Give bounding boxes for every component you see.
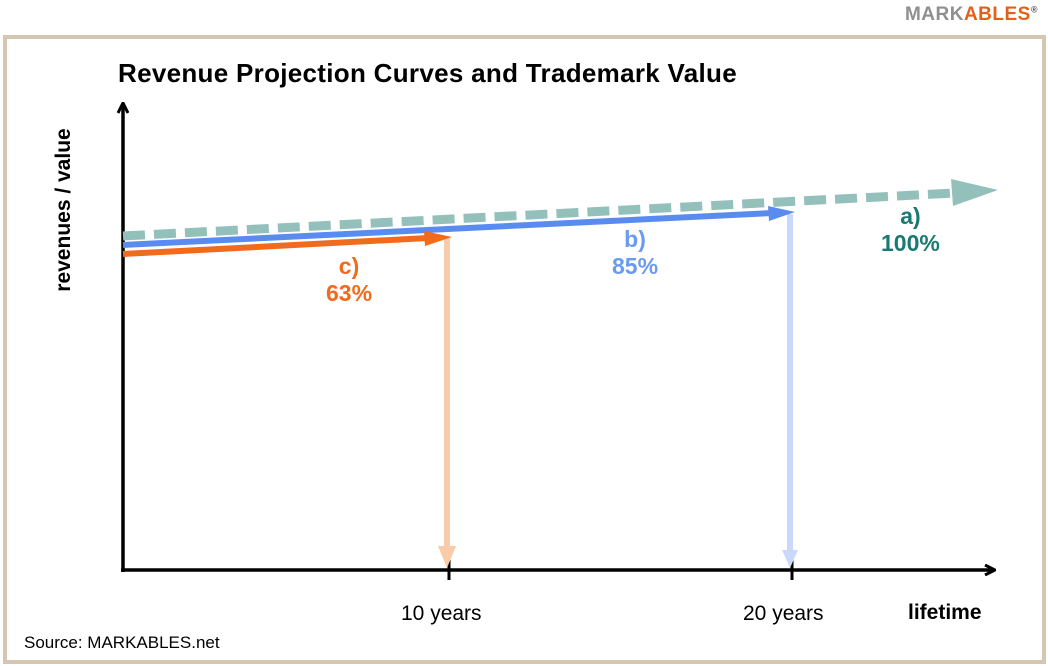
brand-logo: MARKABLES®: [904, 4, 1038, 25]
source-note: Source: MARKABLES.net: [24, 633, 220, 652]
curve-b-label: b) 85%: [612, 226, 658, 280]
drop-arrowhead-10-years: [438, 546, 456, 568]
tick-label-10-years: 10 years: [401, 602, 482, 625]
curve-c-letter: c): [338, 253, 360, 279]
curve-b-letter: b): [624, 226, 646, 252]
curve-b-line: [122, 210, 773, 248]
curve-c-arrowhead: [424, 231, 452, 246]
curve-a-label: a) 100%: [881, 203, 940, 257]
curve-a-arrowhead: [951, 179, 998, 206]
x-axis-label: lifetime: [908, 601, 982, 624]
curve-a-percent: 100%: [881, 230, 940, 256]
drop-arrowhead-20-years: [782, 550, 798, 568]
curve-c-percent: 63%: [326, 280, 373, 306]
curve-b-percent: 85%: [612, 253, 659, 279]
curve-c-line: [122, 235, 429, 257]
diagram-frame: [3, 35, 1046, 664]
curve-c-label: c) 63%: [326, 253, 372, 307]
curve-a-line: [122, 188, 956, 241]
curve-b-arrowhead: [768, 206, 795, 221]
curve-a-letter: a): [900, 203, 921, 229]
tick-label-20-years: 20 years: [743, 602, 824, 625]
page-title: Revenue Projection Curves and Trademark …: [118, 58, 737, 88]
